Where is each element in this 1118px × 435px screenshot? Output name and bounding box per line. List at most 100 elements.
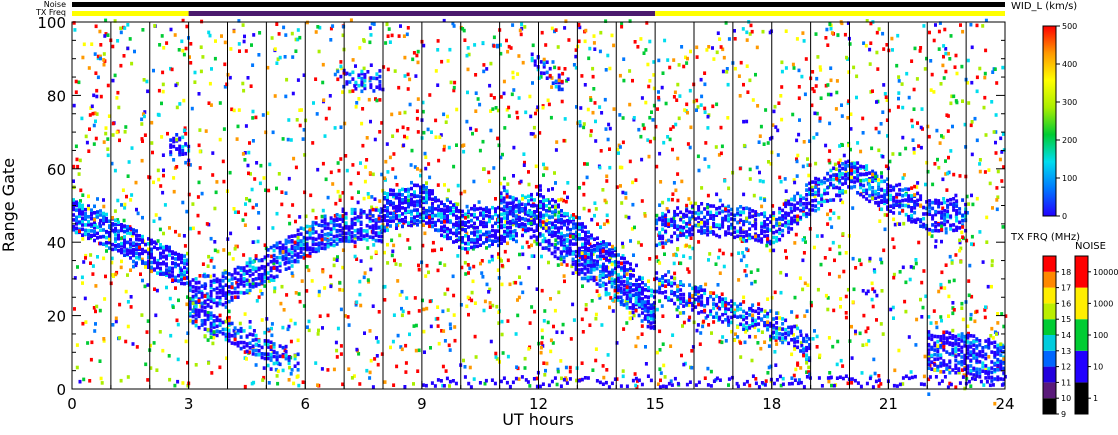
data-cell	[401, 212, 404, 216]
data-cell	[81, 321, 85, 326]
data-cell	[592, 267, 596, 272]
data-cell	[392, 205, 395, 209]
data-cell	[209, 311, 213, 315]
data-cell	[521, 252, 525, 257]
data-cell	[641, 297, 644, 301]
data-cell	[562, 241, 566, 245]
data-cell	[476, 234, 479, 239]
data-cell	[237, 19, 241, 23]
data-cell	[944, 69, 948, 74]
data-cell	[954, 214, 958, 218]
data-cell	[700, 229, 704, 233]
data-cell	[287, 378, 291, 382]
data-cell	[659, 180, 663, 184]
data-cell	[638, 291, 641, 296]
data-cell	[287, 118, 291, 122]
data-cell	[455, 221, 458, 225]
data-cell	[99, 56, 102, 61]
data-cell	[152, 219, 156, 223]
data-cell	[322, 98, 326, 102]
data-cell	[511, 23, 515, 27]
data-cell	[829, 78, 833, 83]
data-cell	[739, 210, 743, 214]
data-cell	[614, 281, 617, 286]
data-cell	[616, 298, 620, 302]
data-cell	[242, 253, 246, 257]
data-cell	[607, 122, 611, 127]
data-cell	[428, 189, 431, 193]
data-cell	[257, 226, 261, 230]
data-cell	[135, 237, 138, 241]
data-cell	[449, 230, 452, 235]
data-cell	[506, 241, 509, 246]
data-cell	[413, 200, 416, 204]
data-cell	[542, 205, 545, 210]
data-cell	[978, 66, 982, 71]
data-cell	[658, 231, 662, 235]
data-cell	[269, 268, 273, 273]
data-cell	[233, 337, 237, 342]
data-cell	[737, 251, 741, 255]
data-cell	[186, 383, 190, 388]
data-cell	[554, 181, 557, 185]
data-cell	[826, 92, 830, 97]
data-cell	[798, 276, 802, 280]
data-cell	[456, 254, 460, 258]
data-cell	[485, 206, 488, 210]
data-cell	[171, 270, 174, 274]
data-cell	[933, 162, 937, 166]
data-cell	[413, 194, 416, 199]
data-cell	[611, 268, 614, 273]
data-cell	[819, 96, 823, 100]
data-cell	[940, 318, 943, 323]
data-cell	[296, 252, 300, 256]
data-cell	[416, 219, 419, 223]
data-cell	[587, 56, 591, 61]
data-cell	[260, 272, 264, 277]
data-cell	[952, 94, 956, 99]
data-cell	[730, 252, 734, 257]
data-cell	[104, 274, 107, 279]
data-cell	[93, 211, 96, 215]
data-cell	[594, 316, 598, 321]
data-cell	[682, 220, 686, 224]
data-cell	[596, 254, 599, 259]
data-cell	[397, 85, 401, 90]
data-cell	[655, 218, 659, 222]
data-cell	[826, 212, 829, 217]
data-cell	[117, 229, 120, 234]
data-cell	[75, 157, 79, 162]
data-cell	[846, 287, 850, 292]
data-cell	[106, 153, 110, 158]
data-cell	[950, 261, 954, 265]
data-cell	[370, 205, 374, 210]
data-cell	[443, 183, 446, 187]
data-cell	[473, 221, 476, 226]
data-cell	[421, 298, 424, 303]
data-cell	[509, 208, 512, 213]
data-cell	[422, 329, 426, 334]
data-cell	[681, 228, 684, 233]
data-cell	[581, 229, 584, 233]
data-cell	[774, 363, 778, 367]
data-cell	[955, 71, 959, 76]
data-cell	[706, 210, 710, 215]
data-cell	[489, 339, 493, 344]
data-cell	[169, 333, 173, 338]
data-cell	[132, 248, 135, 252]
data-cell	[583, 259, 587, 263]
data-cell	[126, 273, 129, 277]
data-cell	[267, 345, 271, 349]
data-cell	[422, 218, 425, 223]
data-cell	[284, 94, 288, 99]
data-cell	[476, 237, 479, 241]
data-cell	[270, 36, 274, 40]
data-cell	[954, 253, 958, 257]
data-cell	[359, 215, 363, 219]
data-cell	[844, 294, 848, 299]
data-cell	[639, 243, 643, 247]
data-cell	[820, 234, 824, 238]
data-cell	[682, 225, 686, 230]
data-cell	[881, 332, 885, 336]
data-cell	[227, 315, 231, 320]
